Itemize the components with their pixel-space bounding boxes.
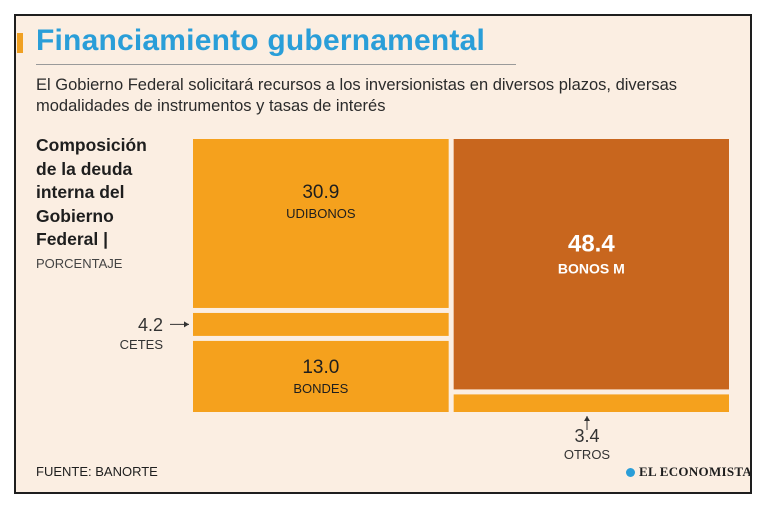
callout-arrow-cetes: [184, 321, 189, 328]
chart-title: Composición de la deuda interna del Gobi…: [36, 135, 147, 249]
treemap-block-otros: [453, 394, 729, 412]
chart-unit: PORCENTAJE: [36, 256, 123, 271]
category-label-bonos-m: BONOS M: [558, 261, 625, 277]
value-label-udibonos: 30.9: [302, 182, 339, 203]
page-subtitle: El Gobierno Federal solicitará recursos …: [36, 76, 678, 115]
category-label-udibonos: UDIBONOS: [286, 206, 356, 221]
treemap-block-udibonos: [193, 139, 449, 308]
brand-name: EL ECONOMISTA: [639, 464, 753, 479]
brand-icon: [626, 467, 635, 477]
value-label-bondes: 13.0: [302, 357, 339, 378]
page-title: Financiamiento gubernamental: [36, 24, 486, 57]
treemap-block-cetes: [193, 312, 449, 336]
category-label-otros: OTROS: [564, 447, 611, 462]
title-accent-bar: [17, 33, 23, 53]
treemap-block-bondes: [193, 340, 449, 412]
value-label-bonos-m: 48.4: [568, 231, 615, 258]
source-note: FUENTE: BANORTE: [36, 464, 158, 479]
value-label-otros: 3.4: [574, 426, 599, 446]
title-divider: [36, 64, 516, 65]
value-label-cetes: 4.2: [138, 315, 163, 335]
callout-arrow-otros: [584, 416, 590, 421]
category-label-cetes: CETES: [120, 337, 164, 352]
category-label-bondes: BONDES: [293, 381, 348, 396]
treemap-block-bonos-m: [453, 139, 729, 390]
brand-logo: EL ECONOMISTA: [626, 464, 752, 480]
